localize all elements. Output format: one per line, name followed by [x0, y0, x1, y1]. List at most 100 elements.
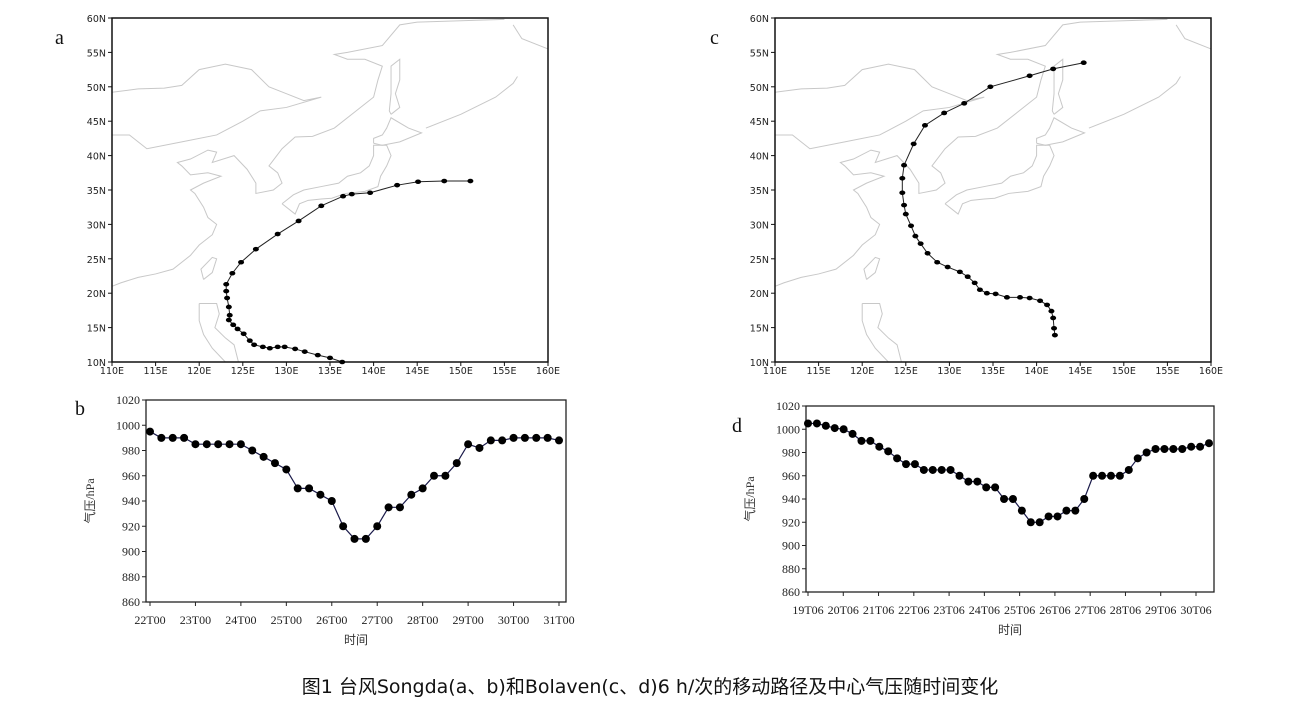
pressure-point: [1205, 439, 1213, 448]
track-point: [917, 241, 924, 246]
panel-label: c: [710, 27, 719, 49]
x-tick-label: 30T06: [1180, 603, 1211, 617]
pressure-point: [946, 465, 955, 474]
x-tick-label: 24T00: [225, 613, 256, 627]
lat-tick-label: 40N: [87, 152, 106, 163]
track-point: [441, 178, 448, 184]
pressure-point: [475, 443, 484, 452]
y-tick-label: 860: [122, 595, 140, 609]
lat-tick-label: 50N: [87, 83, 106, 94]
pressure-point: [486, 436, 495, 445]
coastline: [373, 117, 423, 146]
x-tick-label: 21T06: [863, 603, 894, 617]
y-tick-label: 960: [122, 469, 140, 483]
y-tick-label: 1000: [776, 422, 800, 436]
coastline: [774, 63, 985, 150]
lat-tick-label: 55N: [750, 48, 769, 59]
track-point: [340, 193, 347, 199]
pressure-point: [1071, 506, 1080, 515]
lat-tick-label: 25N: [87, 255, 106, 266]
pressure-point: [821, 421, 830, 430]
pressure-point: [248, 446, 257, 455]
pressure-point: [1053, 512, 1062, 521]
x-tick-label: 28T06: [1110, 603, 1141, 617]
x-tick-label: 26T00: [316, 613, 347, 627]
x-tick-label: 27T06: [1075, 603, 1106, 617]
lon-tick-label: 150E: [1112, 366, 1136, 377]
pressure-point: [1115, 471, 1124, 480]
pressure-point: [964, 477, 973, 486]
track-point: [1050, 315, 1057, 321]
track-point: [415, 179, 422, 185]
x-tick-label: 27T00: [362, 613, 393, 627]
pressure-point: [384, 503, 393, 512]
coastline: [944, 144, 1055, 215]
y-tick-label: 960: [782, 469, 800, 483]
pressure-point: [327, 497, 336, 505]
pressure-point: [884, 447, 893, 456]
lon-tick-label: 130E: [937, 366, 961, 377]
pressure-point: [520, 433, 529, 442]
pressure-point: [293, 484, 302, 493]
lon-tick-label: 115E: [807, 366, 831, 377]
coastline: [425, 76, 518, 129]
lon-tick-label: 145E: [1068, 366, 1092, 377]
lat-tick-label: 60N: [87, 14, 106, 25]
lon-tick-label: 125E: [894, 366, 918, 377]
track-point: [964, 274, 971, 279]
track-point: [301, 349, 308, 354]
pressure-point: [236, 440, 245, 449]
pressure-point: [282, 465, 291, 474]
track-point: [314, 352, 321, 358]
track-point: [292, 346, 299, 352]
track-point: [971, 280, 978, 286]
pressure-point: [1160, 445, 1169, 454]
pressure-point: [1089, 471, 1098, 480]
pressure-point: [157, 433, 166, 442]
track-point: [1048, 308, 1055, 314]
pressure-point: [339, 522, 348, 531]
pressure-point: [1008, 495, 1017, 503]
pressure-point: [168, 433, 177, 442]
track-point: [274, 344, 281, 350]
track-point: [318, 203, 325, 209]
track-point: [238, 259, 245, 265]
y-tick-label: 880: [782, 562, 800, 576]
track-point: [1044, 302, 1051, 308]
y-axis-label: 气压/hPa: [742, 476, 757, 522]
x-tick-label: 22T06: [898, 603, 929, 617]
pressure-point: [1124, 465, 1133, 474]
typhoon-track-line: [225, 180, 471, 363]
y-tick-label: 1000: [116, 418, 140, 432]
pressure-line: [808, 422, 1210, 523]
pressure-point: [225, 440, 234, 449]
lat-tick-label: 20N: [87, 289, 106, 300]
lon-tick-label: 160E: [1199, 366, 1223, 377]
lon-tick-label: 135E: [981, 366, 1005, 377]
lon-tick-label: 160E: [536, 366, 560, 377]
y-tick-label: 940: [122, 494, 140, 508]
track-point: [295, 218, 302, 224]
lat-tick-label: 60N: [750, 14, 769, 25]
track-point: [224, 295, 231, 301]
lat-tick-label: 55N: [87, 48, 106, 59]
x-tick-label: 22T00: [134, 613, 165, 627]
lat-tick-label: 50N: [750, 83, 769, 94]
track-point: [1026, 295, 1033, 301]
y-tick-label: 1020: [116, 393, 140, 407]
pressure-point: [902, 460, 911, 469]
x-tick-label: 19T06: [792, 603, 823, 617]
pressure-point: [1080, 495, 1089, 503]
x-tick-label: 31T00: [543, 613, 574, 627]
pressure-point: [919, 465, 928, 474]
y-tick-label: 940: [782, 492, 800, 506]
track-point: [961, 101, 968, 106]
pressure-point: [441, 471, 450, 480]
lat-tick-label: 15N: [87, 324, 106, 335]
track-point: [901, 162, 908, 168]
panel-label: a: [55, 27, 64, 49]
track-point: [1050, 66, 1057, 72]
lon-tick-label: 120E: [850, 366, 874, 377]
chart-frame: [145, 399, 567, 603]
pressure-point: [259, 452, 268, 461]
